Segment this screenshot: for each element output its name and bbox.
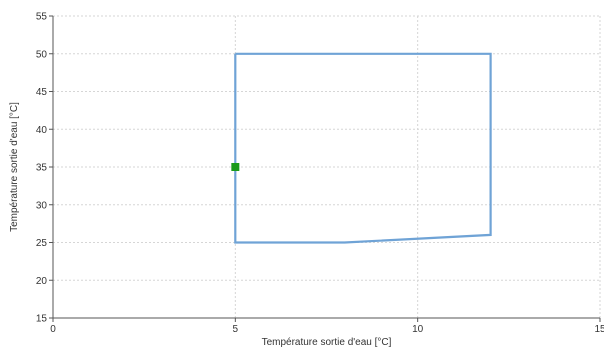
x-tick-label: 5 (233, 324, 239, 335)
axes (49, 15, 601, 322)
data-point (231, 163, 240, 171)
operating-envelope-line (234, 52, 492, 244)
y-tick-label: 15 (36, 314, 48, 325)
x-tick-label: 10 (412, 324, 424, 335)
y-tick-label: 50 (36, 49, 48, 60)
grid (53, 15, 601, 318)
y-tick-label: 40 (36, 125, 48, 136)
series (231, 52, 492, 244)
x-tick-label: 15 (594, 324, 604, 335)
y-tick-label: 20 (36, 276, 48, 287)
x-axis-title: Température sortie d'eau [°C] (262, 337, 392, 348)
x-tick-label: 0 (50, 324, 56, 335)
y-tick-label: 25 (36, 238, 48, 249)
y-axis-title: Température sortie d'eau [°C] (9, 102, 20, 232)
y-tick-label: 45 (36, 87, 48, 98)
y-tick-label: 30 (36, 200, 48, 211)
tick-labels: 15 20 25 30 35 40 45 50 55 0 5 10 15 (36, 12, 604, 336)
y-tick-label: 55 (36, 12, 48, 23)
y-tick-label: 35 (36, 163, 48, 174)
